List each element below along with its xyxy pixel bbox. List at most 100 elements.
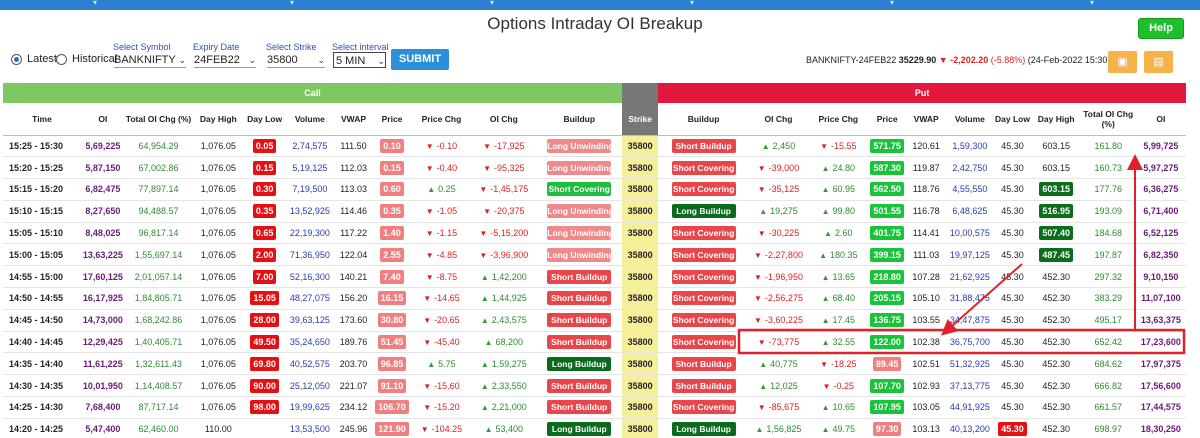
call-oi-chg-value: -3,96,900 [490,249,529,260]
put-day-low: 45.30 [993,265,1032,289]
table-row[interactable]: 15:00 - 15:05 13,63,225 1,55,697.14 1,076.0… [3,243,1186,267]
put-day-high-value: 452.30 [1042,271,1070,282]
download-excel-button[interactable]: ▣ [1108,51,1137,73]
col-header-put-oi-chg[interactable]: OI Chg [748,103,809,136]
col-header-put-oi[interactable]: OI [1135,103,1186,136]
put-day-high: 487.45 [1031,243,1081,267]
col-header-put-price-chg[interactable]: Price Chg [808,103,869,136]
call-price-chg: ▼ -15.20 [411,396,472,419]
col-header-call-price-chg[interactable]: Price Chg [411,103,472,136]
latest-radio[interactable] [11,54,22,65]
put-vwap: 105.10 [905,287,947,310]
strike-select[interactable]: 35800 ⌄ [267,52,325,68]
call-day-low-value: 0.30 [252,182,277,197]
up-arrow-icon: ▲ [427,359,436,369]
col-header-call-day-high[interactable]: Day High [192,103,245,136]
buildup-badge: Long Buildup [547,356,612,371]
put-price-value: 89.45 [872,356,902,371]
put-buildup: Short Covering [658,287,749,310]
col-header-call-buildup[interactable]: Buildup [536,103,622,136]
strike-label: Select Strike [266,42,317,52]
strike-price: 35800 [621,135,659,158]
submit-button[interactable]: SUBMIT [391,49,449,70]
interval-select[interactable]: 5 MIN ⌄ [333,52,386,68]
down-arrow-icon: ▼ [423,294,432,304]
col-header-put-total-oi-chg[interactable]: Total OI Chg (%) [1080,103,1136,136]
chevron-down-icon[interactable]: ▾ [690,0,695,7]
col-header-put-vwap[interactable]: VWAP [905,103,947,136]
table-row[interactable]: 14:30 - 14:35 10,01,950 1,14,408.57 1,076.0… [3,374,1186,398]
chevron-down-icon[interactable]: ▾ [890,0,895,7]
instrument-price: 35229.90 [898,55,937,65]
put-day-low: 45.30 [993,178,1032,201]
put-day-high-value: 452.30 [1042,402,1070,413]
call-day-low-value: 2.00 [252,247,277,262]
down-arrow-icon: ▼ [479,250,488,260]
col-header-call-price[interactable]: Price [372,103,412,136]
col-header-put-buildup[interactable]: Buildup [658,103,749,136]
help-button[interactable]: Help [1138,18,1184,39]
col-header-put-day-high[interactable]: Day High [1031,103,1081,136]
table-row[interactable]: 14:55 - 15:00 17,60,125 2,01,057.14 1,076.0… [3,265,1186,289]
put-oi-chg-value: -85,675 [768,402,800,413]
up-arrow-icon: ▲ [759,381,768,391]
call-price-chg: ▼ -1.15 [411,222,472,245]
call-volume: 19,99,625 [284,396,335,419]
col-header-call-vwap[interactable]: VWAP [334,103,373,136]
table-row[interactable]: 14:40 - 14:45 12,29,425 1,40,405.71 1,076.0… [3,331,1186,354]
table-row[interactable]: 15:15 - 15:20 6,82,475 77,897.14 1,076.05 0.… [3,178,1186,201]
put-oi-chg: ▼ -30,225 [748,222,809,245]
chevron-down-icon[interactable]: ▾ [490,0,495,7]
table-row[interactable]: 14:20 - 14:25 5,47,400 62,460.00 110.00 13,5… [3,418,1186,438]
buildup-badge: Short Covering [671,269,736,284]
put-price-chg: ▲ 17.45 [808,309,869,332]
put-day-high-value: 452.30 [1042,380,1070,391]
chevron-down-icon[interactable]: ▾ [290,0,295,7]
col-header-call-oi[interactable]: OI [81,103,125,136]
col-header-call-day-low[interactable]: Day Low [244,103,285,136]
table-row[interactable]: 15:10 - 15:15 8,27,650 94,488.57 1,076.05 0.… [3,200,1186,223]
col-header-put-price[interactable]: Price [868,103,906,136]
call-buildup: Long Unwinding [536,243,622,267]
expiry-label: Expiry Date [193,42,240,52]
chevron-down-icon[interactable]: ▾ [93,0,98,7]
table-row[interactable]: 14:50 - 14:55 16,17,925 1,84,805.71 1,076.0… [3,287,1186,310]
download-pdf-button[interactable]: ▤ [1144,51,1173,73]
put-price-chg: ▲ 13.65 [808,265,869,289]
col-header-put-volume[interactable]: Volume [946,103,994,136]
table-row[interactable]: 14:25 - 14:30 7,68,400 87,717.14 1,076.05 98… [3,396,1186,419]
table-row[interactable]: 15:05 - 15:10 8,48,025 96,817.14 1,076.05 0.… [3,222,1186,245]
put-volume: 19,97,125 [946,243,994,267]
call-buildup: Short Buildup [536,374,622,398]
call-day-high: 1,076.05 [192,243,245,267]
strike-value: 35800 [267,54,298,66]
call-vwap: 221.07 [334,374,373,398]
table-row[interactable]: 14:45 - 14:50 14,73,000 1,68,242.86 1,076.0… [3,309,1186,332]
col-header-put-day-low[interactable]: Day Low [993,103,1032,136]
call-price-chg-value: 5.75 [438,358,456,369]
col-header-strike[interactable]: Strike [621,103,659,136]
historical-radio[interactable] [56,54,67,65]
down-arrow-icon: ▼ [483,163,492,173]
col-header-call-volume[interactable]: Volume [284,103,335,136]
put-day-high-value: 452.30 [1042,315,1070,326]
symbol-select[interactable]: BANKNIFTY ⌄ [114,52,186,68]
put-day-high: 452.30 [1031,309,1081,332]
col-header-time[interactable]: Time [3,103,82,136]
chevron-down-icon[interactable]: ▾ [1090,0,1095,7]
call-price-chg: ▼ -0.10 [411,135,472,158]
col-header-call-total-oi-chg[interactable]: Total OI Chg (%) [124,103,193,136]
put-buildup: Short Covering [658,156,749,180]
call-buildup: Long Unwinding [536,135,622,158]
call-buildup: Short Buildup [536,265,622,289]
table-row[interactable]: 15:20 - 15:25 5,87,150 67,002.86 1,076.05 0.… [3,156,1186,180]
row-time: 14:55 - 15:00 [3,265,82,289]
call-total-oi-chg: 1,32,611.43 [124,352,193,376]
table-row[interactable]: 14:35 - 14:40 11,61,225 1,32,611.43 1,076.0… [3,352,1186,376]
call-buildup: Short Buildup [536,287,622,310]
table-row[interactable]: 15:25 - 15:30 5,69,225 64,954.29 1,076.05 0.… [3,135,1186,158]
call-day-low-value: 49.50 [250,335,279,350]
expiry-select[interactable]: 24FEB22 ⌄ [194,52,256,68]
up-arrow-icon: ▲ [759,207,768,217]
col-header-call-oi-chg[interactable]: OI Chg [471,103,537,136]
